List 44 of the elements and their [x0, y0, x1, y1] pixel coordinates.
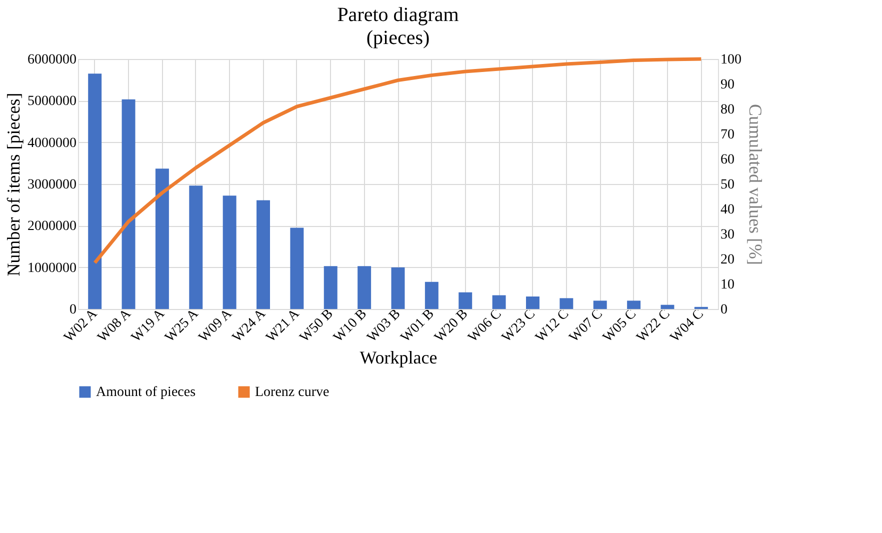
y-tick-label: 6000000 [28, 52, 76, 68]
bar [660, 304, 674, 309]
bar [222, 196, 236, 309]
y-tick-label: 4000000 [28, 136, 76, 151]
y2-tick-label: 70 [720, 128, 734, 142]
bar [324, 266, 338, 309]
bar [593, 300, 607, 309]
bar [358, 266, 372, 309]
bar [256, 200, 270, 309]
y2-tick-label: 40 [720, 202, 734, 218]
bar [391, 267, 405, 309]
y-tick-label: 0 [70, 302, 76, 318]
y2-tick-label: 20 [720, 252, 734, 268]
y2-tick-label: 50 [720, 178, 734, 192]
bar [526, 296, 540, 309]
y-tick-label: 5000000 [28, 94, 76, 110]
y2-tick-label: 0 [720, 302, 728, 318]
x-axis-title: Workplace [360, 347, 438, 368]
bar [122, 99, 136, 309]
y2-tick-label: 100 [720, 52, 742, 68]
bar [424, 282, 438, 309]
y2-tick-label: 10 [720, 278, 734, 292]
y2-tick-label: 90 [720, 78, 734, 92]
bar [560, 298, 574, 309]
line-series [93, 57, 703, 264]
chart-title: Pareto diagram [337, 4, 460, 26]
bar [627, 300, 641, 309]
y2-axis-title: Cumulated values [%] [746, 104, 766, 265]
y2-tick-label: 30 [720, 228, 734, 242]
y2-tick-label: 80 [720, 102, 734, 118]
y-tick-label: 2000000 [28, 219, 76, 234]
y-axis-title: Number of items [pieces] [4, 92, 24, 276]
chart-subtitle: (pieces) [366, 27, 430, 49]
legend-label: Lorenz curve [255, 385, 330, 400]
bar [155, 168, 169, 309]
bar [458, 292, 472, 309]
bar [189, 186, 203, 309]
bar [492, 295, 506, 309]
y-tick-label: 3000000 [28, 178, 76, 192]
y-tick-label: 1000000 [28, 260, 76, 276]
y2-tick-label: 60 [720, 152, 734, 168]
bar [88, 74, 102, 309]
bar [290, 228, 304, 309]
legend-label: Amount of pieces [96, 385, 196, 400]
